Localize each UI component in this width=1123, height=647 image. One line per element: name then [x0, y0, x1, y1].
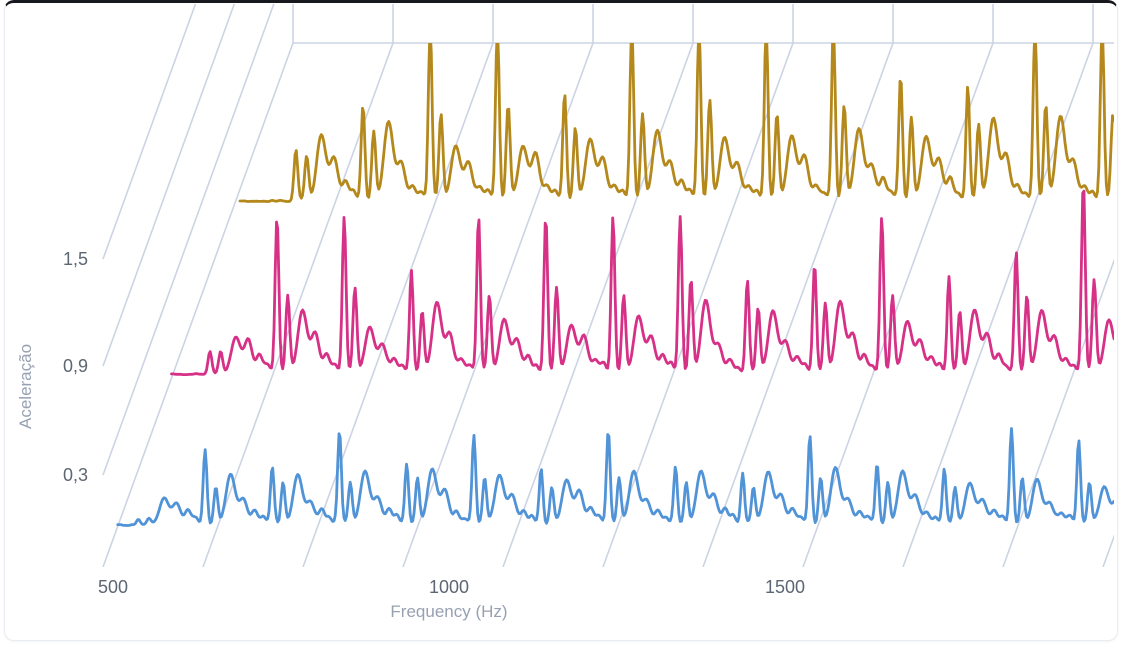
y-tick-label-1.5: 1,5	[62, 249, 88, 269]
x-gridline	[702, 4, 894, 567]
x-gridline	[1102, 534, 1114, 567]
y-gridline	[102, 4, 197, 260]
y-gridline	[102, 4, 275, 476]
spectrum-back-line	[238, 43, 1114, 203]
spectrum-front-line	[116, 427, 1114, 527]
y-tick-label-0.9: 0,9	[62, 356, 88, 376]
y-gridline	[102, 4, 236, 367]
x-gridline	[1002, 258, 1114, 567]
x-tick-label-500: 500	[97, 577, 129, 597]
x-axis-title: Frequency (Hz)	[390, 602, 508, 621]
spectrum-mid-line	[170, 189, 1114, 376]
x-tick-label-1000: 1000	[428, 577, 470, 597]
x-gridline	[502, 4, 694, 567]
x-tick-label-1500: 1500	[764, 577, 806, 597]
x-gridline	[202, 4, 394, 567]
chart-card	[4, 0, 1118, 641]
grid-lines	[102, 4, 1114, 567]
x-gridline	[302, 4, 494, 567]
y-axis-title: Aceleração	[16, 343, 35, 429]
x-gridline	[902, 4, 1094, 567]
y-tick-label-0.3: 0,3	[62, 465, 88, 485]
